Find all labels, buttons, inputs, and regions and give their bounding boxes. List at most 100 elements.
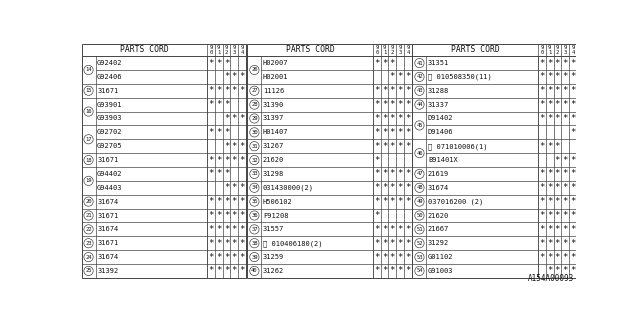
Text: *: *	[540, 169, 545, 179]
Text: 31: 31	[251, 144, 258, 149]
Text: 40: 40	[251, 268, 258, 273]
Text: *: *	[224, 183, 229, 192]
Text: *: *	[547, 59, 552, 68]
Text: *: *	[216, 128, 221, 137]
Text: *: *	[239, 142, 244, 151]
Text: 31392: 31392	[97, 268, 118, 274]
Text: 31557: 31557	[263, 226, 284, 232]
Text: *: *	[232, 114, 237, 123]
Text: *: *	[208, 59, 214, 68]
Text: G93903: G93903	[97, 116, 122, 122]
Text: *: *	[547, 211, 552, 220]
Text: *: *	[555, 169, 560, 179]
Text: *: *	[208, 100, 214, 109]
Text: *: *	[208, 156, 214, 164]
Text: *: *	[570, 59, 575, 68]
Text: *: *	[374, 211, 380, 220]
Text: *: *	[397, 169, 403, 179]
Text: G92406: G92406	[97, 74, 122, 80]
Text: *: *	[563, 225, 568, 234]
Text: *: *	[540, 86, 545, 95]
Text: *: *	[224, 267, 229, 276]
Text: 2: 2	[225, 50, 228, 55]
Text: *: *	[405, 225, 410, 234]
Text: *: *	[547, 197, 552, 206]
Text: 31262: 31262	[263, 268, 284, 274]
Text: PARTS CORD: PARTS CORD	[286, 45, 335, 54]
Text: *: *	[555, 252, 560, 261]
Text: *: *	[382, 169, 387, 179]
Text: *: *	[224, 86, 229, 95]
Text: *: *	[374, 114, 380, 123]
Text: 48: 48	[416, 185, 422, 190]
Text: 33: 33	[251, 172, 258, 176]
Text: *: *	[563, 169, 568, 179]
Text: *: *	[570, 169, 575, 179]
Text: *: *	[374, 252, 380, 261]
Text: *: *	[540, 114, 545, 123]
Text: *: *	[382, 252, 387, 261]
Text: *: *	[390, 267, 395, 276]
Text: *: *	[547, 239, 552, 248]
Text: *: *	[547, 183, 552, 192]
Text: 9: 9	[241, 45, 244, 50]
Text: *: *	[208, 267, 214, 276]
Text: *: *	[555, 86, 560, 95]
Text: *: *	[555, 142, 560, 151]
Text: *: *	[239, 156, 244, 164]
Text: *: *	[555, 59, 560, 68]
Text: *: *	[224, 239, 229, 248]
Text: 38: 38	[251, 241, 258, 246]
Text: *: *	[397, 239, 403, 248]
Text: 16: 16	[85, 109, 92, 114]
Text: 4: 4	[241, 50, 244, 55]
Text: 31671: 31671	[97, 212, 118, 219]
Text: *: *	[570, 114, 575, 123]
Text: *: *	[239, 183, 244, 192]
Text: 9: 9	[548, 45, 551, 50]
Text: *: *	[232, 183, 237, 192]
Text: 9: 9	[225, 45, 228, 50]
Text: Ⓑ 010406180(2): Ⓑ 010406180(2)	[263, 240, 323, 246]
Text: *: *	[547, 225, 552, 234]
Text: *: *	[405, 72, 410, 81]
Text: *: *	[540, 239, 545, 248]
Text: 31288: 31288	[428, 88, 449, 94]
Text: 21: 21	[85, 213, 92, 218]
Text: 39: 39	[251, 255, 258, 260]
Text: *: *	[208, 197, 214, 206]
Text: 0: 0	[209, 50, 212, 55]
Text: *: *	[390, 100, 395, 109]
Text: *: *	[208, 225, 214, 234]
Text: G91003: G91003	[428, 268, 454, 274]
Text: *: *	[555, 225, 560, 234]
Text: *: *	[397, 100, 403, 109]
Text: 47: 47	[416, 172, 422, 176]
Text: *: *	[216, 225, 221, 234]
Text: 18: 18	[85, 157, 92, 163]
Text: 1: 1	[383, 50, 386, 55]
Text: *: *	[405, 239, 410, 248]
Text: *: *	[397, 267, 403, 276]
Text: *: *	[547, 100, 552, 109]
Text: *: *	[382, 142, 387, 151]
Text: *: *	[232, 267, 237, 276]
Text: *: *	[208, 239, 214, 248]
Text: *: *	[232, 86, 237, 95]
Text: 50: 50	[416, 213, 422, 218]
Text: *: *	[555, 183, 560, 192]
Text: *: *	[547, 267, 552, 276]
Text: H506102: H506102	[263, 199, 292, 205]
Text: *: *	[216, 211, 221, 220]
Text: 31298: 31298	[263, 171, 284, 177]
Text: 14: 14	[85, 68, 92, 72]
Text: *: *	[232, 72, 237, 81]
Text: *: *	[563, 156, 568, 164]
Text: *: *	[555, 211, 560, 220]
Text: *: *	[570, 183, 575, 192]
Text: *: *	[390, 86, 395, 95]
Text: *: *	[374, 100, 380, 109]
Text: *: *	[374, 59, 380, 68]
Text: 15: 15	[85, 88, 92, 93]
Text: *: *	[397, 225, 403, 234]
